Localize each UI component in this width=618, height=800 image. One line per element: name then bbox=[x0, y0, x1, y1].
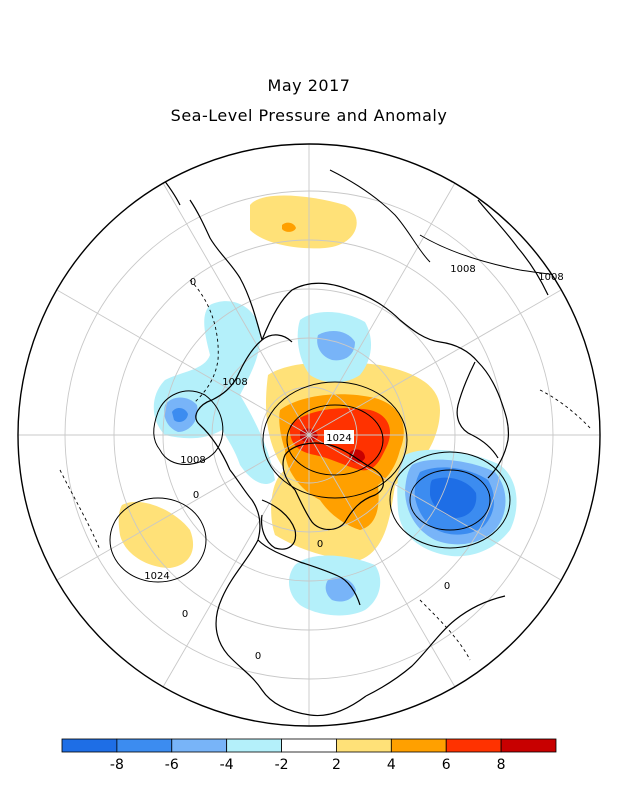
contour-label-1008-b: 1008 bbox=[538, 272, 563, 283]
meridian-8 bbox=[162, 434, 310, 688]
anomaly-positive-arctic-core2 bbox=[349, 449, 365, 463]
colorbar-cell-0 bbox=[61, 738, 118, 753]
contour-1024-pacific bbox=[109, 497, 207, 583]
contour-label-zero-4: 0 bbox=[444, 581, 450, 592]
contour-low-europe bbox=[409, 469, 491, 531]
colorbar-cell-1 bbox=[116, 738, 173, 753]
colorbar-tick-label-5: 4 bbox=[387, 757, 396, 773]
anomaly-negative-europe-core bbox=[430, 477, 477, 518]
colorbar-cell-2 bbox=[171, 738, 228, 753]
meridian-3 bbox=[308, 289, 562, 436]
coast-siberia bbox=[261, 282, 501, 399]
anomaly-positive-north bbox=[250, 195, 357, 249]
colorbar-tick-label-0: -8 bbox=[110, 757, 124, 773]
colorbar-tick-label-7: 8 bbox=[497, 757, 506, 773]
contour-label-1024-pacific: 1024 bbox=[144, 571, 169, 582]
contour-label-1008-d: 1008 bbox=[180, 455, 205, 466]
contour-label-1008-a: 1008 bbox=[450, 264, 475, 275]
coast-north-america bbox=[215, 469, 367, 717]
zero-contour-2 bbox=[539, 389, 593, 431]
meridian-11 bbox=[56, 289, 310, 436]
anomaly-negative-west bbox=[153, 301, 275, 485]
zero-contour-4 bbox=[419, 599, 471, 661]
anomaly-positive-pacific bbox=[118, 501, 194, 568]
anomaly-negative-west-core bbox=[172, 408, 188, 422]
contour-1020-arctic bbox=[262, 381, 408, 499]
contour-1008-west bbox=[153, 390, 224, 465]
meridian-5 bbox=[308, 434, 562, 581]
contour-label-zero-5: 0 bbox=[182, 609, 188, 620]
coast-alaska bbox=[195, 334, 293, 471]
colorbar-cell-5 bbox=[336, 738, 392, 753]
colorbar-tick-label-3: -2 bbox=[275, 757, 289, 773]
colorbar-cell-8 bbox=[500, 738, 557, 753]
pressure-contours bbox=[109, 169, 591, 583]
meridian-12 bbox=[162, 182, 310, 436]
colorbar-cell-7 bbox=[445, 738, 502, 753]
contour-1024-arctic bbox=[286, 404, 384, 476]
coast-africa bbox=[365, 595, 506, 697]
colorbar-ticks: -8 -6 -4 -2 2 4 6 8 bbox=[110, 757, 506, 773]
contour-labels: 1024 1008 1008 1008 1008 1024 0 0 0 0 0 … bbox=[144, 264, 563, 662]
colorbar-tick-label-6: 6 bbox=[442, 757, 451, 773]
meridian-2 bbox=[308, 182, 456, 436]
contour-label-zero-2: 0 bbox=[193, 490, 199, 501]
contour-label-zero-3: 0 bbox=[317, 539, 323, 550]
colorbar-tick-label-1: -6 bbox=[165, 757, 179, 773]
anomaly-positive-north-core bbox=[282, 222, 296, 232]
map-subtitle: Sea-Level Pressure and Anomaly bbox=[170, 106, 448, 125]
zero-contour-1 bbox=[189, 279, 219, 403]
graticule bbox=[18, 144, 600, 726]
colorbar-cell-4 bbox=[281, 738, 337, 753]
anomaly-zero-contours bbox=[59, 279, 593, 661]
colorbar-tick-label-4: 2 bbox=[332, 757, 341, 773]
contour-label-zero-6: 0 bbox=[255, 651, 261, 662]
colorbar-cells bbox=[61, 738, 557, 753]
map-title: May 2017 bbox=[267, 76, 351, 95]
contour-label-1008-c: 1008 bbox=[222, 377, 247, 388]
coast-greenland bbox=[282, 442, 384, 531]
anomaly-negative-siberia-mid bbox=[317, 330, 355, 361]
contour-label-1024-arctic: 1024 bbox=[326, 433, 351, 444]
contour-label-zero-1: 0 bbox=[190, 277, 196, 288]
globe-outline bbox=[17, 143, 601, 727]
contour-label-box-1 bbox=[324, 430, 354, 444]
colorbar-cell-3 bbox=[226, 738, 282, 753]
colorbar-tick-label-2: -4 bbox=[220, 757, 234, 773]
contour-europe-outer bbox=[389, 451, 511, 549]
colorbar-cell-6 bbox=[390, 738, 447, 753]
coast-hudson-bay bbox=[260, 499, 297, 550]
contour-1008-north bbox=[329, 169, 431, 263]
